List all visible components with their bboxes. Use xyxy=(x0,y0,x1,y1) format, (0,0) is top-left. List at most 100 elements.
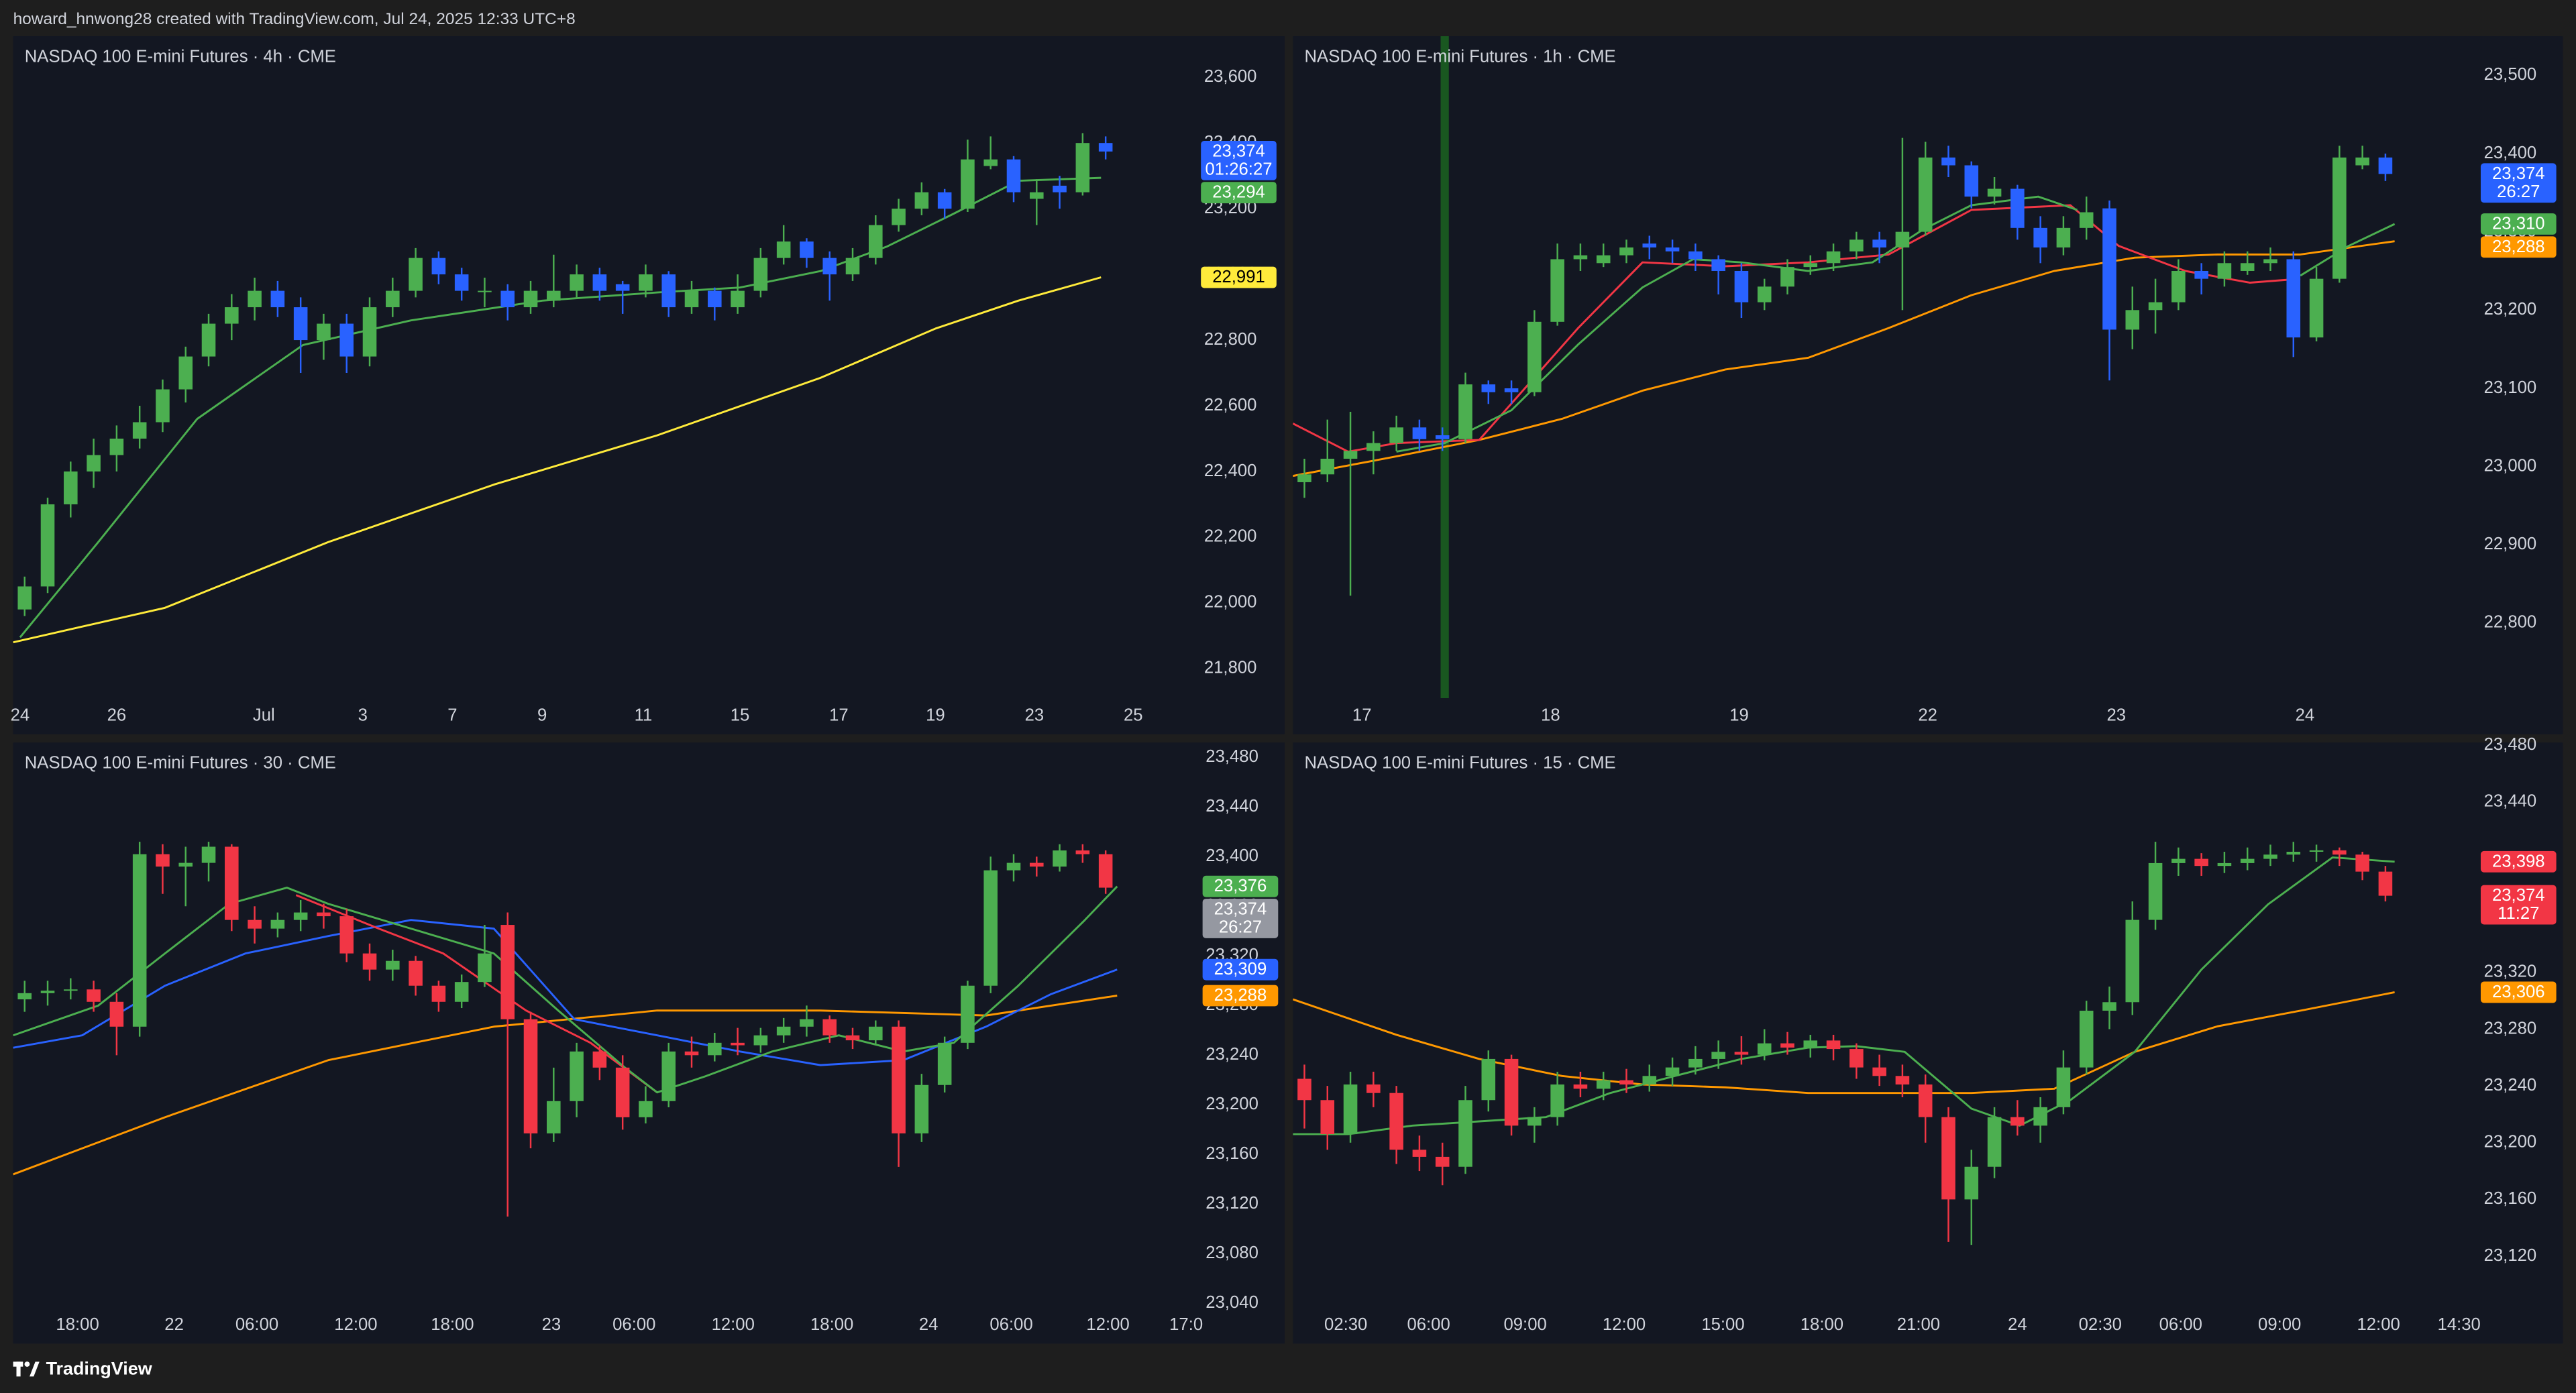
candle-body xyxy=(270,920,285,929)
price-badge xyxy=(2480,236,2557,258)
candle-body xyxy=(615,1067,630,1117)
candle-body xyxy=(892,1026,906,1133)
x-tick-label: 24 xyxy=(2296,706,2315,725)
y-tick-label: 23,500 xyxy=(2484,65,2537,84)
candle-body xyxy=(1481,1058,1496,1101)
candle-body xyxy=(132,854,147,1027)
candle-body xyxy=(983,159,998,166)
y-tick-label: 23,240 xyxy=(1205,1045,1258,1064)
x-tick-label: 23 xyxy=(1025,706,1044,725)
candle-body xyxy=(961,159,975,209)
price-badge xyxy=(1202,985,1279,1007)
candle-body xyxy=(1826,251,1841,264)
candle-body xyxy=(1918,157,1933,232)
chart-panel: 21,80022,00022,20022,40022,60022,80023,0… xyxy=(11,36,1285,734)
candle-body xyxy=(317,323,331,341)
highlight-band xyxy=(1440,36,1449,698)
candle-body xyxy=(961,985,975,1043)
candle-body xyxy=(1527,321,1542,392)
x-tick-label: 24 xyxy=(2008,1315,2027,1334)
candle-body xyxy=(2332,157,2347,279)
candle-body xyxy=(1849,239,1864,252)
candle-body xyxy=(156,854,170,867)
candle-body xyxy=(1053,850,1067,867)
candle-body xyxy=(2378,157,2393,174)
candle-body xyxy=(1964,165,1979,197)
x-tick-label: 25 xyxy=(1124,706,1143,725)
x-tick-label: 19 xyxy=(1729,706,1749,725)
candle-body xyxy=(1098,143,1113,152)
candle-body xyxy=(1527,1117,1542,1126)
candle-body xyxy=(270,290,285,308)
candle-body xyxy=(156,389,170,423)
candle-body xyxy=(2309,278,2324,338)
candle-body xyxy=(2148,862,2163,920)
candle-body xyxy=(1803,1040,1818,1048)
x-tick-label: 18:00 xyxy=(1801,1315,1843,1334)
x-tick-label: 7 xyxy=(447,706,457,725)
candle-body xyxy=(523,290,538,308)
y-tick-label: 22,800 xyxy=(2484,613,2537,632)
y-tick-label: 22,200 xyxy=(1204,527,1257,546)
candle-body xyxy=(937,1042,952,1085)
candle-body xyxy=(1711,1052,1725,1059)
candle-body xyxy=(2102,208,2116,330)
candle-body xyxy=(2033,1107,2047,1126)
candle-body xyxy=(431,258,446,275)
candle-body xyxy=(2263,259,2277,264)
candle-body xyxy=(109,1001,124,1027)
y-tick-label: 23,480 xyxy=(1205,747,1258,766)
price-badge xyxy=(1201,141,1277,180)
moving-average-line xyxy=(13,276,1102,644)
price-badge xyxy=(1201,266,1277,288)
candle-body xyxy=(2010,188,2025,228)
candle-body xyxy=(937,192,952,209)
x-tick-label: 17:0 xyxy=(1169,1315,1203,1334)
candle-body xyxy=(661,274,676,308)
candle-body xyxy=(869,225,883,258)
candle-body xyxy=(1297,474,1311,482)
candle-body xyxy=(661,1051,676,1101)
x-tick-label: 06:00 xyxy=(612,1315,655,1334)
candle-body xyxy=(87,989,101,1002)
candle-body xyxy=(1297,1078,1311,1101)
candle-body xyxy=(1872,1067,1886,1076)
y-tick-label: 22,800 xyxy=(1204,330,1257,349)
x-tick-label: 3 xyxy=(358,706,368,725)
candle-body xyxy=(1987,188,2002,197)
x-tick-label: 15 xyxy=(731,706,750,725)
x-tick-label: 22 xyxy=(1918,706,1937,725)
y-tick-label: 23,200 xyxy=(2484,300,2537,319)
candle-body xyxy=(731,1042,745,1046)
candle-body xyxy=(40,991,55,993)
candle-body xyxy=(64,471,78,504)
x-tick-label: 18:00 xyxy=(810,1315,853,1334)
candle-body xyxy=(409,960,423,986)
candle-body xyxy=(592,1051,607,1068)
candle-body xyxy=(2286,259,2301,338)
candle-body xyxy=(1734,270,1749,302)
candle-body xyxy=(615,284,630,291)
candle-body xyxy=(1389,1093,1403,1150)
x-tick-label: 23 xyxy=(2106,706,2126,725)
candle-body xyxy=(1987,1117,2002,1167)
candle-body xyxy=(64,989,78,991)
candle-body xyxy=(2171,270,2186,302)
candle-body xyxy=(339,323,354,357)
price-badge-label: 23,398 xyxy=(2492,852,2545,871)
candle-body xyxy=(2217,862,2232,867)
candle-body xyxy=(1366,1084,1381,1093)
candle-body xyxy=(684,1051,699,1056)
price-badge-label: 23,376 xyxy=(1214,877,1267,895)
candle-body xyxy=(201,846,216,863)
candle-body xyxy=(1780,267,1794,287)
candle-body xyxy=(753,1035,768,1046)
candle-body xyxy=(1435,1156,1450,1167)
candle-body xyxy=(1458,384,1472,439)
x-tick-label: 02:30 xyxy=(2079,1315,2122,1334)
candle-body xyxy=(87,455,101,471)
candle-body xyxy=(2056,227,2071,247)
plot-area xyxy=(1293,842,2395,1245)
x-tick-label: 15:00 xyxy=(1701,1315,1744,1334)
